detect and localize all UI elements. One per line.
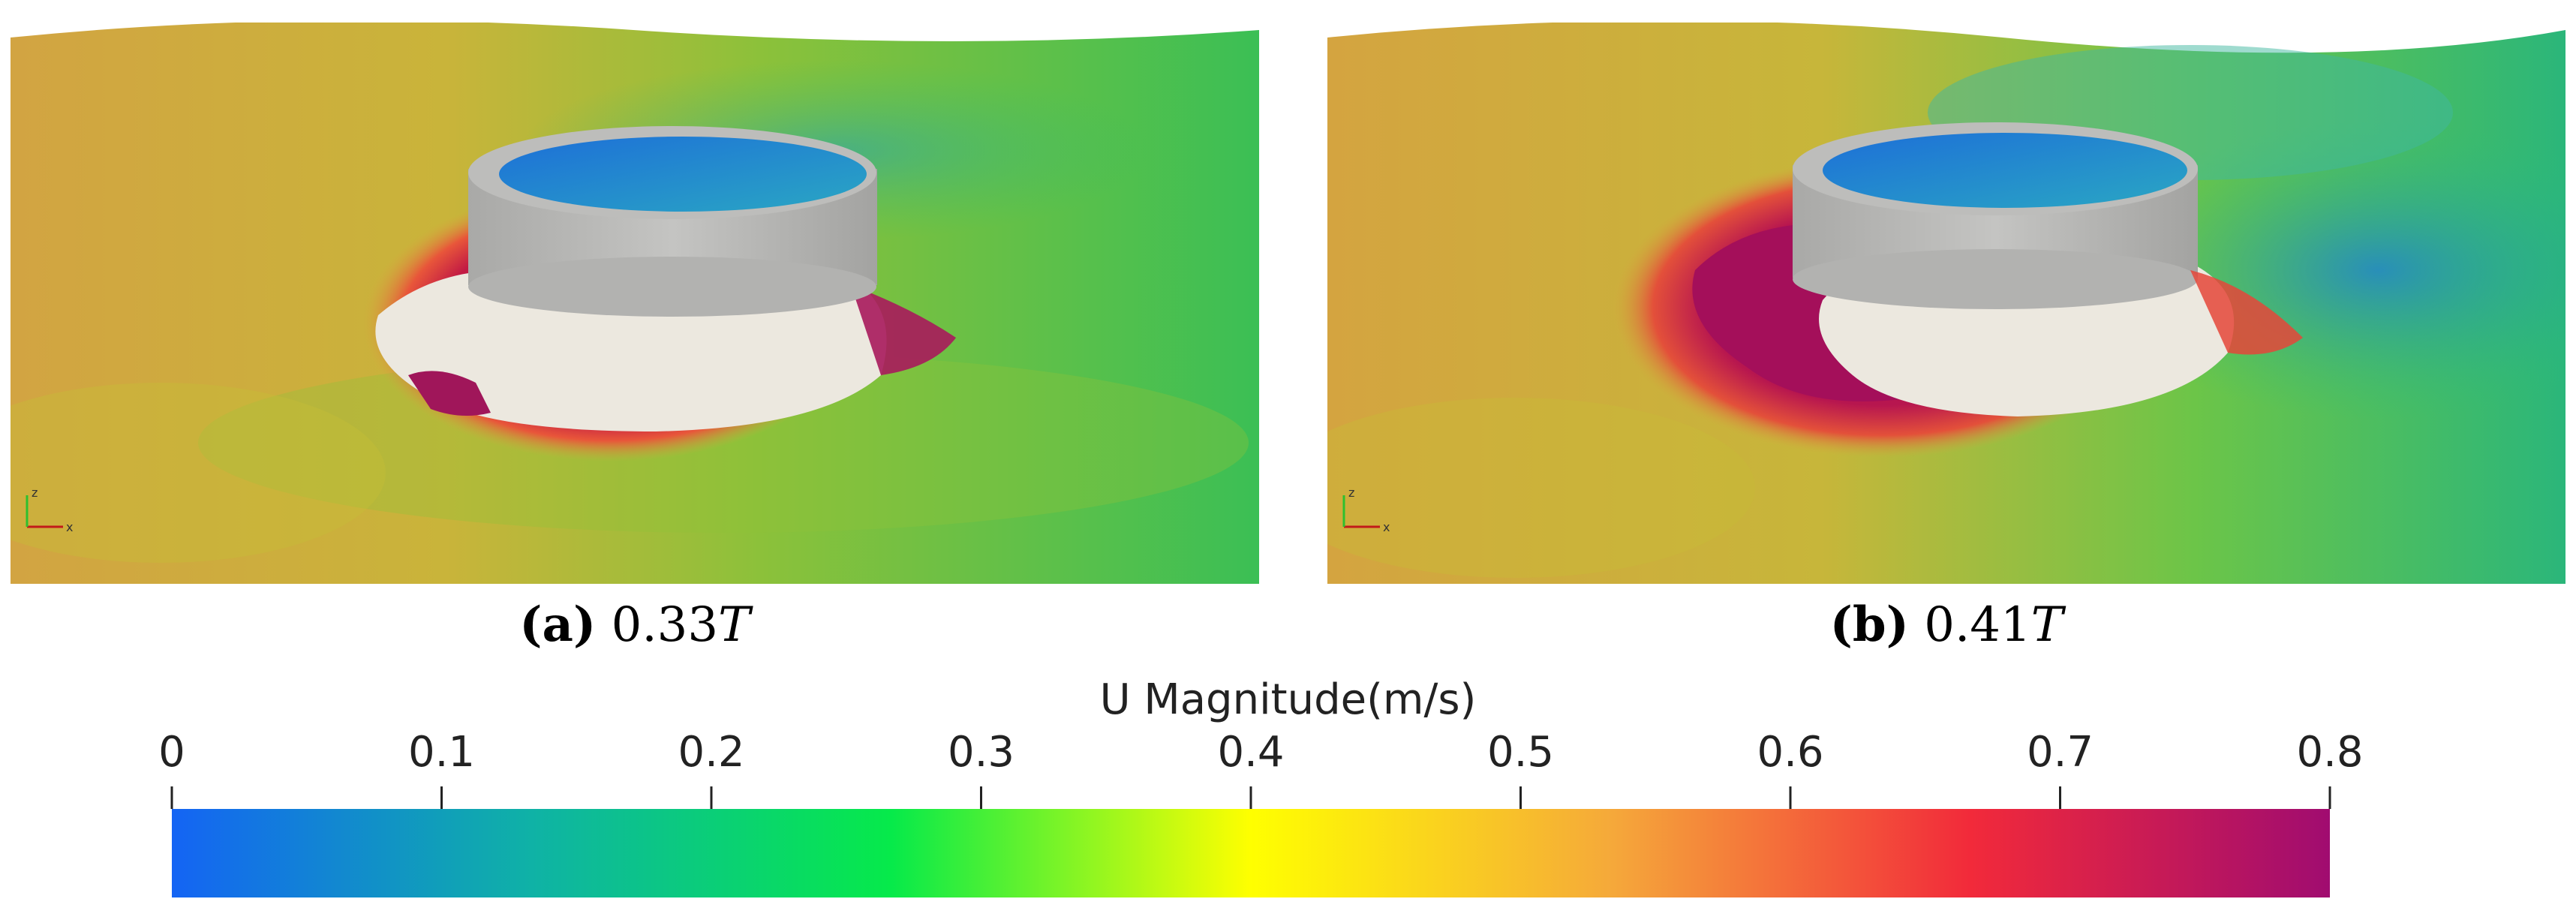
svg-text:x: x [66, 520, 73, 534]
colorbar-title: U Magnitude(m/s) [1099, 675, 1477, 724]
colorbar-tick-label: 0.7 [2026, 728, 2094, 777]
svg-text:z: z [1348, 486, 1354, 500]
colorbar-tick-label: 0.3 [947, 728, 1015, 777]
colorbar-gradient [172, 809, 2330, 897]
axes-triad-icon-a: x z [26, 486, 73, 534]
caption-b-label: (b) [1829, 597, 1909, 653]
caption-a-label: (a) [519, 597, 597, 653]
flow-field-render-b: x z [1327, 23, 2565, 584]
caption-b: (b) 0.41T [1327, 597, 2565, 664]
colorbar-tick-label: 0 [158, 728, 185, 777]
axes-triad-icon-b: x z [1342, 486, 1390, 534]
colorbar-tick-label: 0.8 [2296, 728, 2364, 777]
caption-a: (a) 0.33T [11, 597, 1259, 664]
svg-text:x: x [1383, 520, 1390, 534]
caption-b-value: 0.41 [1924, 597, 2031, 653]
colorbar-tick-label: 0.2 [678, 728, 745, 777]
colorbar-ticks [170, 786, 2331, 809]
colorbar-tick-label: 0.4 [1217, 728, 1285, 777]
simulation-panel-b: x z [1327, 23, 2565, 584]
flow-field-render-a: x z [11, 23, 1259, 584]
colorbar-tick-label: 0.5 [1486, 728, 1555, 777]
colorbar-tick-label: 0.6 [1757, 728, 1824, 777]
simulation-panel-a: x z [11, 23, 1259, 584]
caption-b-unit: T [2030, 597, 2064, 653]
caption-a-value: 0.33 [611, 597, 719, 653]
colorbar-tick-label: 0.1 [407, 728, 476, 777]
svg-text:z: z [32, 486, 38, 500]
caption-a-unit: T [718, 597, 750, 653]
